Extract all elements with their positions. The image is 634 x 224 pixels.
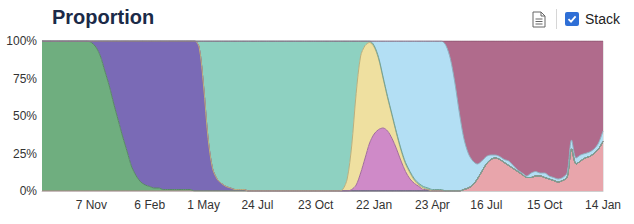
svg-text:25%: 25%: [13, 147, 37, 161]
svg-text:75%: 75%: [13, 72, 37, 86]
svg-text:16 Jul: 16 Jul: [470, 198, 502, 212]
svg-text:100%: 100%: [6, 34, 37, 48]
svg-text:14 Jan: 14 Jan: [585, 198, 621, 212]
svg-text:22 Jan: 22 Jan: [356, 198, 392, 212]
svg-text:1 May: 1 May: [187, 198, 220, 212]
svg-text:15 Oct: 15 Oct: [527, 198, 563, 212]
svg-text:24 Jul: 24 Jul: [241, 198, 273, 212]
svg-text:0%: 0%: [20, 184, 38, 198]
html-text:Proportion: Proportion: [52, 6, 155, 28]
svg-text:23 Apr: 23 Apr: [415, 198, 450, 212]
svg-text:50%: 50%: [13, 109, 37, 123]
svg-text:7 Nov: 7 Nov: [76, 198, 107, 212]
html-text:Stack: Stack: [585, 11, 620, 27]
svg-text:6 Feb: 6 Feb: [134, 198, 165, 212]
svg-text:23 Oct: 23 Oct: [298, 198, 334, 212]
